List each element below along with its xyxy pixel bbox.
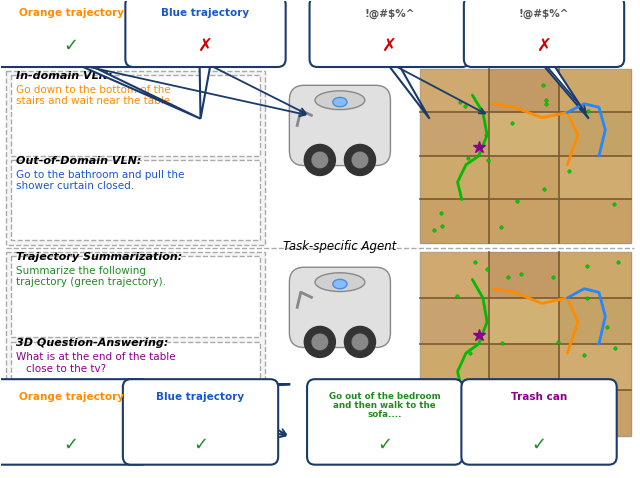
Bar [420, 69, 489, 112]
Bar [420, 252, 630, 436]
Text: Go down to the bottom of the: Go down to the bottom of the [17, 85, 171, 95]
Bar [420, 69, 630, 243]
Text: ✓: ✓ [193, 436, 208, 454]
Circle shape [344, 326, 376, 358]
Text: Out-of-Domain VLN:: Out-of-Domain VLN: [17, 156, 141, 166]
Ellipse shape [333, 98, 347, 107]
Bar [489, 156, 559, 199]
FancyBboxPatch shape [464, 0, 624, 67]
Text: Orange trajectory: Orange trajectory [19, 392, 124, 402]
Text: ✗: ✗ [382, 37, 397, 55]
Circle shape [352, 152, 368, 168]
Text: Go out of the bedroom: Go out of the bedroom [329, 392, 440, 401]
Polygon shape [65, 384, 290, 387]
Text: shower curtain closed.: shower curtain closed. [17, 181, 134, 191]
Polygon shape [379, 384, 474, 387]
Circle shape [352, 334, 368, 350]
Bar [420, 390, 630, 436]
Text: In-domain VLN:: In-domain VLN: [17, 71, 113, 81]
Bar [12, 161, 260, 240]
Bar [489, 298, 559, 344]
Bar [559, 112, 630, 156]
Ellipse shape [315, 273, 365, 292]
Polygon shape [65, 59, 200, 119]
Text: Task-specific Agent: Task-specific Agent [284, 240, 397, 253]
FancyBboxPatch shape [310, 0, 470, 67]
Bar [489, 252, 559, 298]
Bar [12, 75, 260, 156]
Bar [420, 156, 489, 199]
Bar [12, 342, 260, 432]
Circle shape [312, 152, 328, 168]
Bar [489, 112, 559, 156]
Ellipse shape [315, 91, 365, 109]
FancyBboxPatch shape [289, 85, 390, 165]
Text: !@#$%^: !@#$%^ [519, 8, 569, 19]
Polygon shape [200, 59, 211, 119]
Bar [420, 344, 489, 390]
Bar [6, 252, 265, 436]
Text: sofa....: sofa.... [367, 410, 402, 419]
FancyBboxPatch shape [307, 379, 462, 465]
Bar [420, 112, 489, 156]
Text: ✓: ✓ [63, 436, 79, 454]
Text: Blue trajectory: Blue trajectory [156, 392, 244, 402]
Bar [420, 298, 489, 344]
Text: What is at the end of the table: What is at the end of the table [17, 352, 176, 362]
Text: 3D Question-Answering:: 3D Question-Answering: [17, 338, 169, 348]
Text: ✗: ✗ [198, 37, 213, 55]
Polygon shape [533, 384, 569, 387]
Text: Trajectory Summarization:: Trajectory Summarization: [17, 252, 182, 262]
Polygon shape [195, 384, 290, 387]
Circle shape [304, 326, 335, 358]
Text: Orange trajectory: Orange trajectory [19, 8, 124, 18]
Ellipse shape [333, 279, 347, 289]
Bar [12, 256, 260, 337]
Bar [420, 199, 630, 243]
Text: Summarize the following: Summarize the following [17, 266, 147, 276]
FancyBboxPatch shape [461, 379, 617, 465]
Text: ✓: ✓ [377, 436, 392, 454]
Circle shape [304, 144, 335, 175]
Bar [6, 71, 265, 245]
FancyBboxPatch shape [289, 267, 390, 348]
Text: !@#$%^: !@#$%^ [364, 8, 415, 19]
Text: ✓: ✓ [63, 37, 79, 55]
FancyBboxPatch shape [0, 379, 148, 465]
Bar [559, 344, 630, 390]
Bar [559, 156, 630, 199]
Circle shape [312, 334, 328, 350]
Bar [489, 344, 559, 390]
Bar [559, 252, 630, 298]
Text: Trash can: Trash can [511, 392, 567, 402]
FancyBboxPatch shape [125, 0, 285, 67]
Text: ✓: ✓ [531, 436, 547, 454]
Text: NaviLLM: NaviLLM [316, 422, 365, 435]
Text: trajectory (green trajectory).: trajectory (green trajectory). [17, 277, 166, 287]
Text: ✗: ✗ [536, 37, 552, 55]
Bar [559, 69, 630, 112]
Bar [420, 252, 489, 298]
FancyBboxPatch shape [123, 379, 278, 465]
Text: stairs and wait near the table.: stairs and wait near the table. [17, 96, 174, 106]
Bar [559, 298, 630, 344]
Text: Blue trajectory: Blue trajectory [161, 8, 250, 18]
Polygon shape [538, 59, 589, 119]
Text: and then walk to the: and then walk to the [333, 401, 436, 410]
FancyBboxPatch shape [0, 0, 151, 67]
Polygon shape [384, 59, 429, 119]
Text: close to the tv?: close to the tv? [26, 364, 106, 374]
Bar [489, 69, 559, 112]
Text: Go to the bathroom and pull the: Go to the bathroom and pull the [17, 170, 185, 180]
Circle shape [344, 144, 376, 175]
